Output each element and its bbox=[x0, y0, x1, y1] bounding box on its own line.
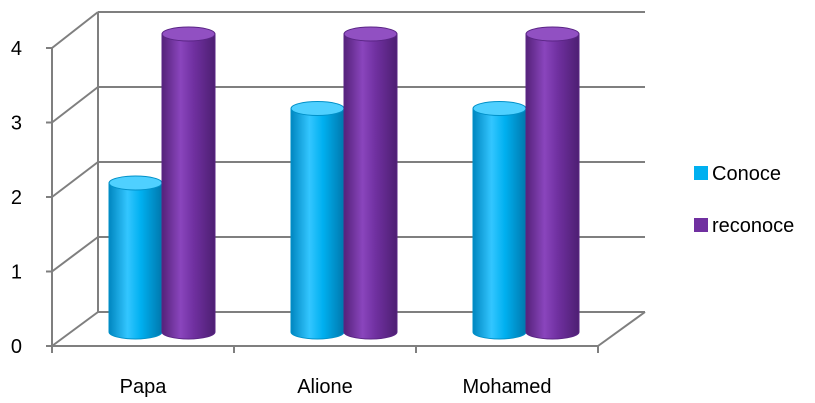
y-tick-label: 1 bbox=[11, 262, 22, 284]
bar-conoce-papa bbox=[108, 175, 163, 340]
legend: Conoce reconoce bbox=[694, 163, 794, 237]
x-tick-label: Papa bbox=[120, 376, 168, 398]
y-tick-label: 3 bbox=[11, 113, 22, 135]
bar-reconoce-mohamed bbox=[525, 26, 580, 340]
side-wall-gridline bbox=[51, 161, 99, 198]
x-axis: Papa Alione Mohamed bbox=[51, 346, 599, 398]
legend-label: Conoce bbox=[712, 163, 781, 185]
y-tick-label: 0 bbox=[11, 336, 22, 358]
side-wall-gridline bbox=[51, 86, 99, 124]
plot-area bbox=[108, 26, 580, 340]
bar-reconoce-papa bbox=[161, 26, 216, 340]
legend-label: reconoce bbox=[712, 215, 794, 237]
bar-conoce-alione bbox=[290, 101, 345, 340]
y-tick-label: 2 bbox=[11, 187, 22, 209]
side-wall-gridline bbox=[51, 11, 99, 49]
side-wall-gridline bbox=[51, 236, 99, 273]
bar-conoce-mohamed bbox=[472, 101, 527, 340]
side-wall-gridline bbox=[51, 311, 99, 347]
legend-swatch bbox=[694, 166, 708, 180]
x-tick-label: Alione bbox=[297, 376, 353, 398]
bar-reconoce-alione bbox=[343, 26, 398, 340]
legend-swatch bbox=[694, 218, 708, 232]
x-tick-label: Mohamed bbox=[463, 376, 552, 398]
legend-item: reconoce bbox=[694, 215, 794, 237]
floor-edge bbox=[597, 311, 646, 347]
y-tick-label: 4 bbox=[11, 38, 22, 60]
y-axis: 0 1 2 3 4 bbox=[11, 38, 52, 358]
legend-item: Conoce bbox=[694, 163, 781, 185]
